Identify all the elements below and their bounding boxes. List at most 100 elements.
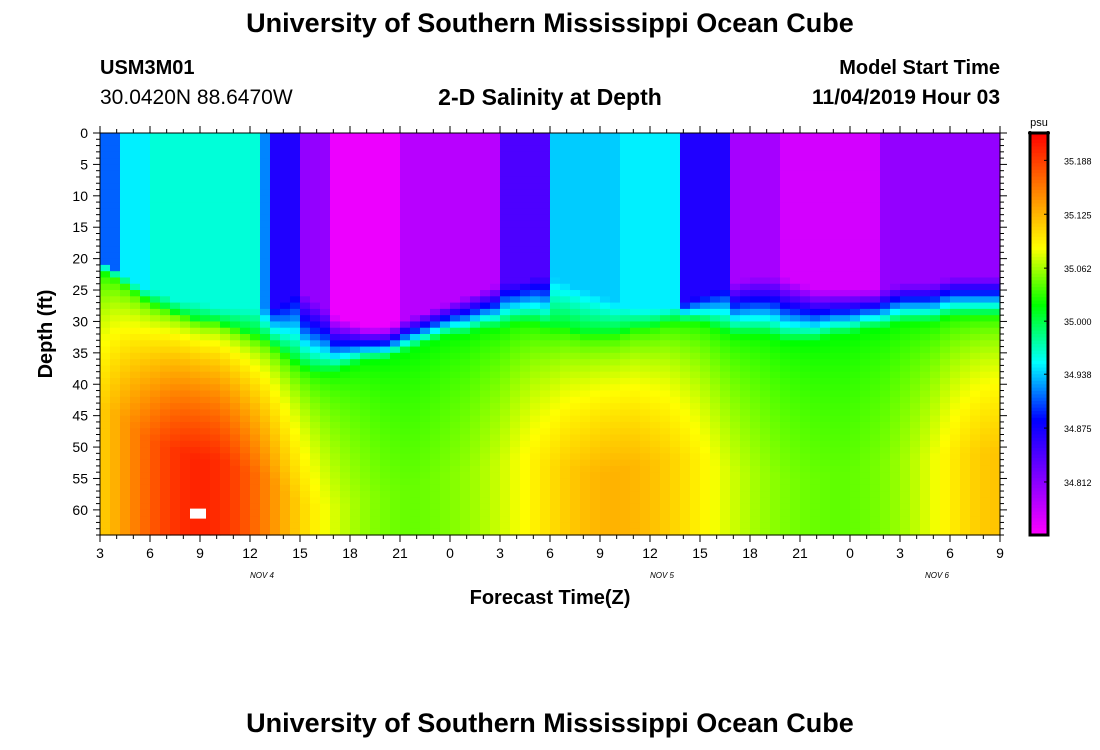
salinity-cell bbox=[610, 528, 621, 536]
salinity-cell bbox=[240, 384, 251, 392]
salinity-cell bbox=[350, 277, 361, 285]
salinity-cell bbox=[160, 277, 171, 285]
salinity-cell bbox=[650, 321, 661, 329]
salinity-cell bbox=[520, 139, 531, 147]
salinity-cell bbox=[260, 509, 271, 517]
salinity-cell bbox=[870, 409, 881, 417]
salinity-cell bbox=[460, 145, 471, 153]
salinity-cell bbox=[430, 164, 441, 172]
salinity-cell bbox=[190, 227, 201, 235]
salinity-cell bbox=[140, 283, 151, 291]
salinity-cell bbox=[390, 472, 401, 480]
salinity-cell bbox=[820, 503, 831, 511]
salinity-cell bbox=[800, 522, 811, 530]
salinity-cell bbox=[410, 396, 421, 404]
salinity-cell bbox=[130, 170, 141, 178]
salinity-cell bbox=[690, 189, 701, 197]
salinity-cell bbox=[580, 233, 591, 241]
salinity-cell bbox=[600, 428, 611, 436]
salinity-cell bbox=[500, 302, 511, 310]
salinity-cell bbox=[370, 258, 381, 266]
salinity-cell bbox=[320, 189, 331, 197]
salinity-cell bbox=[330, 239, 341, 247]
salinity-cell bbox=[170, 403, 181, 410]
salinity-cell bbox=[250, 334, 261, 341]
salinity-cell bbox=[750, 183, 761, 191]
salinity-cell bbox=[300, 440, 311, 448]
salinity-cell bbox=[690, 139, 701, 147]
salinity-cell bbox=[720, 277, 731, 285]
salinity-cell bbox=[870, 258, 881, 266]
salinity-cell bbox=[550, 415, 561, 423]
salinity-cell bbox=[460, 491, 471, 498]
salinity-cell bbox=[430, 264, 441, 272]
salinity-cell bbox=[540, 453, 551, 461]
salinity-cell bbox=[210, 202, 221, 209]
salinity-cell bbox=[750, 421, 761, 429]
salinity-cell bbox=[490, 227, 501, 235]
salinity-cell bbox=[800, 434, 811, 442]
salinity-cell bbox=[370, 227, 381, 235]
salinity-cell bbox=[710, 516, 721, 524]
salinity-cell bbox=[650, 359, 661, 367]
salinity-cell bbox=[860, 227, 871, 235]
salinity-cell bbox=[490, 516, 501, 524]
salinity-cell bbox=[790, 447, 801, 454]
salinity-cell bbox=[820, 522, 831, 530]
salinity-cell bbox=[740, 415, 751, 423]
salinity-cell bbox=[780, 384, 791, 392]
salinity-cell bbox=[410, 296, 421, 304]
salinity-cell bbox=[820, 459, 831, 467]
salinity-cell bbox=[200, 465, 211, 473]
salinity-cell bbox=[580, 447, 591, 454]
salinity-cell bbox=[410, 516, 421, 524]
salinity-cell bbox=[760, 365, 771, 373]
salinity-cell bbox=[680, 239, 691, 247]
salinity-cell bbox=[510, 384, 521, 392]
salinity-cell bbox=[150, 447, 161, 454]
salinity-cell bbox=[130, 434, 141, 442]
salinity-cell bbox=[360, 497, 371, 505]
salinity-cell bbox=[270, 327, 281, 335]
salinity-cell bbox=[610, 377, 621, 385]
salinity-cell bbox=[700, 271, 711, 279]
salinity-cell bbox=[320, 195, 331, 203]
salinity-cell bbox=[580, 195, 591, 203]
salinity-cell bbox=[660, 252, 671, 260]
salinity-cell bbox=[690, 283, 701, 291]
salinity-cell bbox=[180, 403, 191, 410]
salinity-cell bbox=[380, 220, 391, 228]
salinity-cell bbox=[480, 478, 491, 486]
salinity-cell bbox=[660, 246, 671, 253]
salinity-cell bbox=[170, 384, 181, 392]
salinity-cell bbox=[610, 384, 621, 392]
salinity-cell bbox=[380, 233, 391, 241]
salinity-cell bbox=[810, 465, 821, 473]
salinity-cell bbox=[870, 390, 881, 398]
salinity-cell bbox=[120, 264, 131, 272]
salinity-cell bbox=[220, 478, 231, 486]
salinity-cell bbox=[240, 503, 251, 511]
salinity-cell bbox=[370, 271, 381, 279]
salinity-cell bbox=[460, 151, 471, 159]
salinity-cell bbox=[610, 440, 621, 448]
salinity-cell bbox=[330, 346, 341, 354]
salinity-cell bbox=[240, 434, 251, 442]
salinity-cell bbox=[720, 334, 731, 341]
salinity-cell bbox=[190, 176, 201, 184]
salinity-cell bbox=[300, 202, 311, 209]
salinity-cell bbox=[200, 195, 211, 203]
salinity-cell bbox=[360, 509, 371, 517]
salinity-cell bbox=[510, 202, 521, 209]
salinity-cell bbox=[750, 465, 761, 473]
salinity-cell bbox=[390, 246, 401, 253]
salinity-cell bbox=[650, 151, 661, 159]
salinity-cell bbox=[730, 497, 741, 505]
salinity-cell bbox=[670, 327, 681, 335]
salinity-cell bbox=[740, 346, 751, 354]
salinity-cell bbox=[830, 528, 841, 536]
salinity-cell bbox=[740, 220, 751, 228]
salinity-cell bbox=[760, 384, 771, 392]
salinity-cell bbox=[630, 503, 641, 511]
salinity-cell bbox=[280, 359, 291, 367]
